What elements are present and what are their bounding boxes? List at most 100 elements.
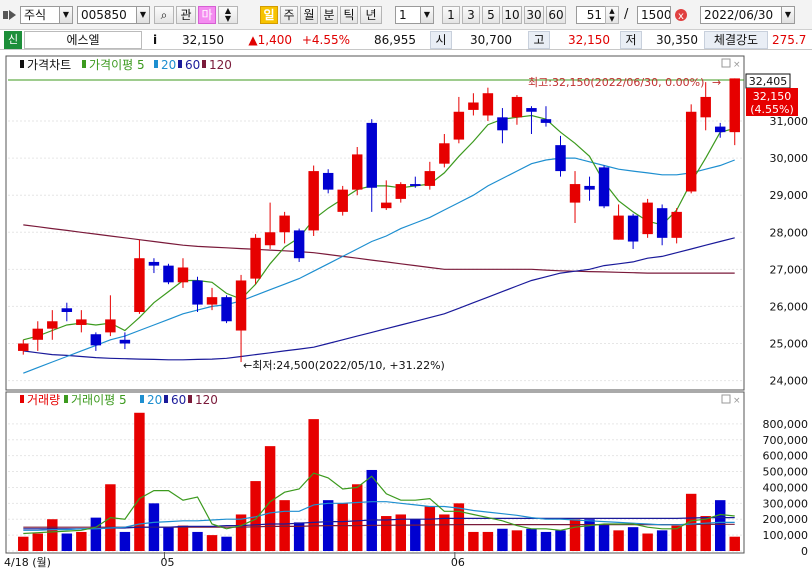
volume-bar: [221, 536, 232, 551]
clear-icon[interactable]: x: [673, 7, 689, 23]
volume-tick-label: 500,000: [763, 466, 809, 479]
volume-bar: [700, 516, 711, 551]
price-tick-label: 28,000: [770, 226, 809, 239]
info-icon[interactable]: i: [152, 33, 158, 47]
ma-button[interactable]: 마: [198, 6, 216, 24]
price-pane-controls[interactable]: ×: [721, 58, 741, 70]
search-button[interactable]: ⌕: [154, 6, 174, 24]
svg-text:x: x: [678, 11, 684, 22]
candle-body: [613, 215, 624, 240]
volume-tick-label: 700,000: [763, 434, 809, 447]
current-price-tag: 32,150 (4.55%): [746, 88, 798, 116]
market-select[interactable]: 주식: [20, 6, 60, 24]
price-ma5-line: [23, 114, 735, 341]
candle-body: [148, 261, 160, 266]
period-month[interactable]: 월: [300, 6, 318, 24]
date-dropdown-arrow[interactable]: ▼: [781, 6, 795, 24]
date-input[interactable]: 2022/06/30: [700, 6, 782, 24]
legend-ma60: 60: [185, 58, 200, 72]
volume-bar: [482, 531, 494, 551]
candle-body: [206, 297, 218, 305]
volume-bar: [177, 525, 189, 551]
interval-10[interactable]: 10: [502, 6, 522, 24]
candle-body: [627, 215, 639, 242]
display-count-input[interactable]: 51: [576, 6, 606, 24]
stepper-button[interactable]: ▲ ▼: [218, 6, 238, 24]
volume-pane-controls[interactable]: ×: [721, 394, 741, 406]
volume-bar: [235, 514, 247, 551]
code-dropdown-arrow[interactable]: ▼: [136, 6, 150, 24]
period-day[interactable]: 일: [260, 6, 278, 24]
volume-bar: [671, 525, 682, 551]
legend-vma20: 20: [147, 393, 162, 407]
candle-body: [511, 96, 523, 118]
volume-vma5-line: [23, 472, 735, 535]
candle-body: [410, 184, 421, 186]
volume-vma60-line: [23, 517, 735, 530]
count-stepper[interactable]: ▲ ▼: [605, 6, 619, 24]
candle-body: [642, 202, 653, 235]
candle-body: [555, 145, 566, 172]
trade-volume: 86,955: [374, 33, 416, 47]
candle-body: [700, 96, 711, 118]
interval-select[interactable]: 1: [395, 6, 421, 24]
stock-chart[interactable]: 31,000 30,000 29,000 28,000 27,000 26,000 25,0…: [0, 52, 812, 573]
market-dropdown-arrow[interactable]: ▼: [59, 6, 73, 24]
high-label: 고: [528, 31, 550, 49]
price-tick-label: 26,000: [770, 300, 809, 313]
volume-bar: [366, 469, 377, 551]
low-annotation: ←최저:24,500(2022/05/10, +31.22%): [243, 359, 445, 372]
volume-bar: [569, 519, 581, 551]
price-tick-label: 31,000: [770, 115, 809, 128]
high-annotation: 최고:32,150(2022/06/30, 0.00%): [528, 76, 704, 89]
volume-bar: [32, 533, 44, 551]
period-minute[interactable]: 분: [320, 6, 338, 24]
watchlist-button[interactable]: 관: [176, 6, 196, 24]
volume-bar: [642, 533, 653, 551]
volume-bar: [714, 500, 726, 551]
volume-bar: [134, 412, 145, 551]
legend-ma120: 120: [209, 58, 232, 72]
period-tick[interactable]: 틱: [340, 6, 358, 24]
volume-bar: [308, 419, 319, 551]
volume-bar: [526, 528, 537, 551]
interval-30[interactable]: 30: [524, 6, 544, 24]
legend-vma120: 120: [195, 393, 218, 407]
volume-bar: [206, 535, 218, 551]
volume-bar: [395, 514, 407, 551]
period-week[interactable]: 주: [280, 6, 298, 24]
volume-vma20-line: [23, 501, 735, 531]
candle-body: [381, 202, 392, 209]
candle-body: [526, 108, 537, 112]
price-ma120-line: [23, 224, 735, 274]
stock-code-input[interactable]: 005850: [77, 6, 137, 24]
volume-bar: [76, 531, 87, 551]
interval-60[interactable]: 60: [546, 6, 566, 24]
x-axis-label: 06: [451, 556, 465, 569]
volume-bar: [18, 536, 29, 551]
interval-3[interactable]: 3: [462, 6, 480, 24]
volume-tick-label: 300,000: [763, 497, 809, 510]
candle-body: [424, 171, 436, 186]
chart-area[interactable]: 31,000 30,000 29,000 28,000 27,000 26,000 25,0…: [0, 52, 812, 573]
price-tick-label: 25,000: [770, 338, 809, 351]
volume-bar: [453, 503, 465, 551]
volume-bar: [293, 522, 305, 551]
candle-body: [685, 111, 697, 192]
candle-body: [235, 280, 247, 331]
interval-1[interactable]: 1: [442, 6, 460, 24]
candle-body: [395, 184, 407, 199]
interval-5[interactable]: 5: [482, 6, 500, 24]
volume-tick-label: 0: [801, 545, 808, 558]
window-link-icon[interactable]: [3, 9, 17, 21]
x-axis-label: 4/18 (월): [4, 556, 51, 569]
candle-body: [105, 319, 116, 333]
volume-bar: [279, 500, 290, 551]
interval-dropdown-arrow[interactable]: ▼: [420, 6, 434, 24]
strength-value: 275.7: [772, 33, 807, 47]
period-year[interactable]: 년: [360, 6, 382, 24]
total-count-input[interactable]: 1500: [637, 6, 671, 24]
candle-body: [322, 172, 334, 190]
current-change-label: (4.55%): [750, 103, 794, 116]
candle-body: [76, 319, 87, 325]
